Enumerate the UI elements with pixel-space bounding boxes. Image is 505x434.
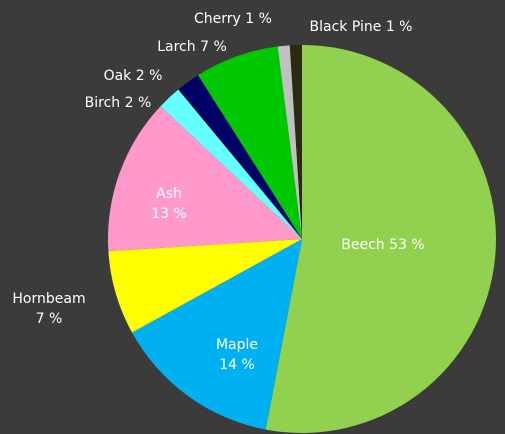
- slice-label-group: Beech 53 %: [341, 237, 424, 253]
- pie-slice: [265, 45, 497, 434]
- slice-label: Maple: [216, 337, 258, 353]
- value-label: 14 %: [219, 357, 255, 373]
- slice-label: Ash: [156, 186, 182, 202]
- value-label: 13 %: [151, 206, 187, 222]
- slice-label: Larch: [157, 39, 195, 55]
- pie-slice: [198, 46, 302, 239]
- value-label: 1 %: [386, 19, 413, 35]
- slice-label-group: Oak 2 %: [104, 68, 163, 84]
- slice-label: Black Pine: [310, 19, 382, 35]
- value-label: 53 %: [389, 237, 425, 253]
- pie-slice: [108, 106, 302, 252]
- slice-label: Birch: [85, 95, 121, 111]
- value-label: 1 %: [245, 11, 272, 27]
- pie-slice: [277, 45, 302, 240]
- slice-label: Hornbeam: [12, 291, 85, 307]
- slice-label: Beech: [341, 237, 384, 253]
- slice-label-group: Birch 2 %: [85, 95, 152, 111]
- value-label: 7 %: [200, 39, 227, 55]
- slice-label: Oak: [104, 68, 133, 84]
- pie-slice: [131, 239, 302, 430]
- pie-slice: [108, 239, 302, 333]
- pie-slice: [289, 45, 302, 239]
- slice-label-group: Cherry 1 %: [194, 11, 272, 27]
- slice-label: Cherry: [194, 11, 241, 27]
- value-label: 7 %: [36, 311, 63, 327]
- value-label: 2 %: [125, 95, 152, 111]
- slice-label-group: Black Pine 1 %: [310, 19, 413, 35]
- pie-slice: [178, 75, 302, 240]
- slice-label-group: Larch 7 %: [157, 39, 227, 55]
- pie-slice: [160, 89, 302, 239]
- value-label: 2 %: [136, 68, 163, 84]
